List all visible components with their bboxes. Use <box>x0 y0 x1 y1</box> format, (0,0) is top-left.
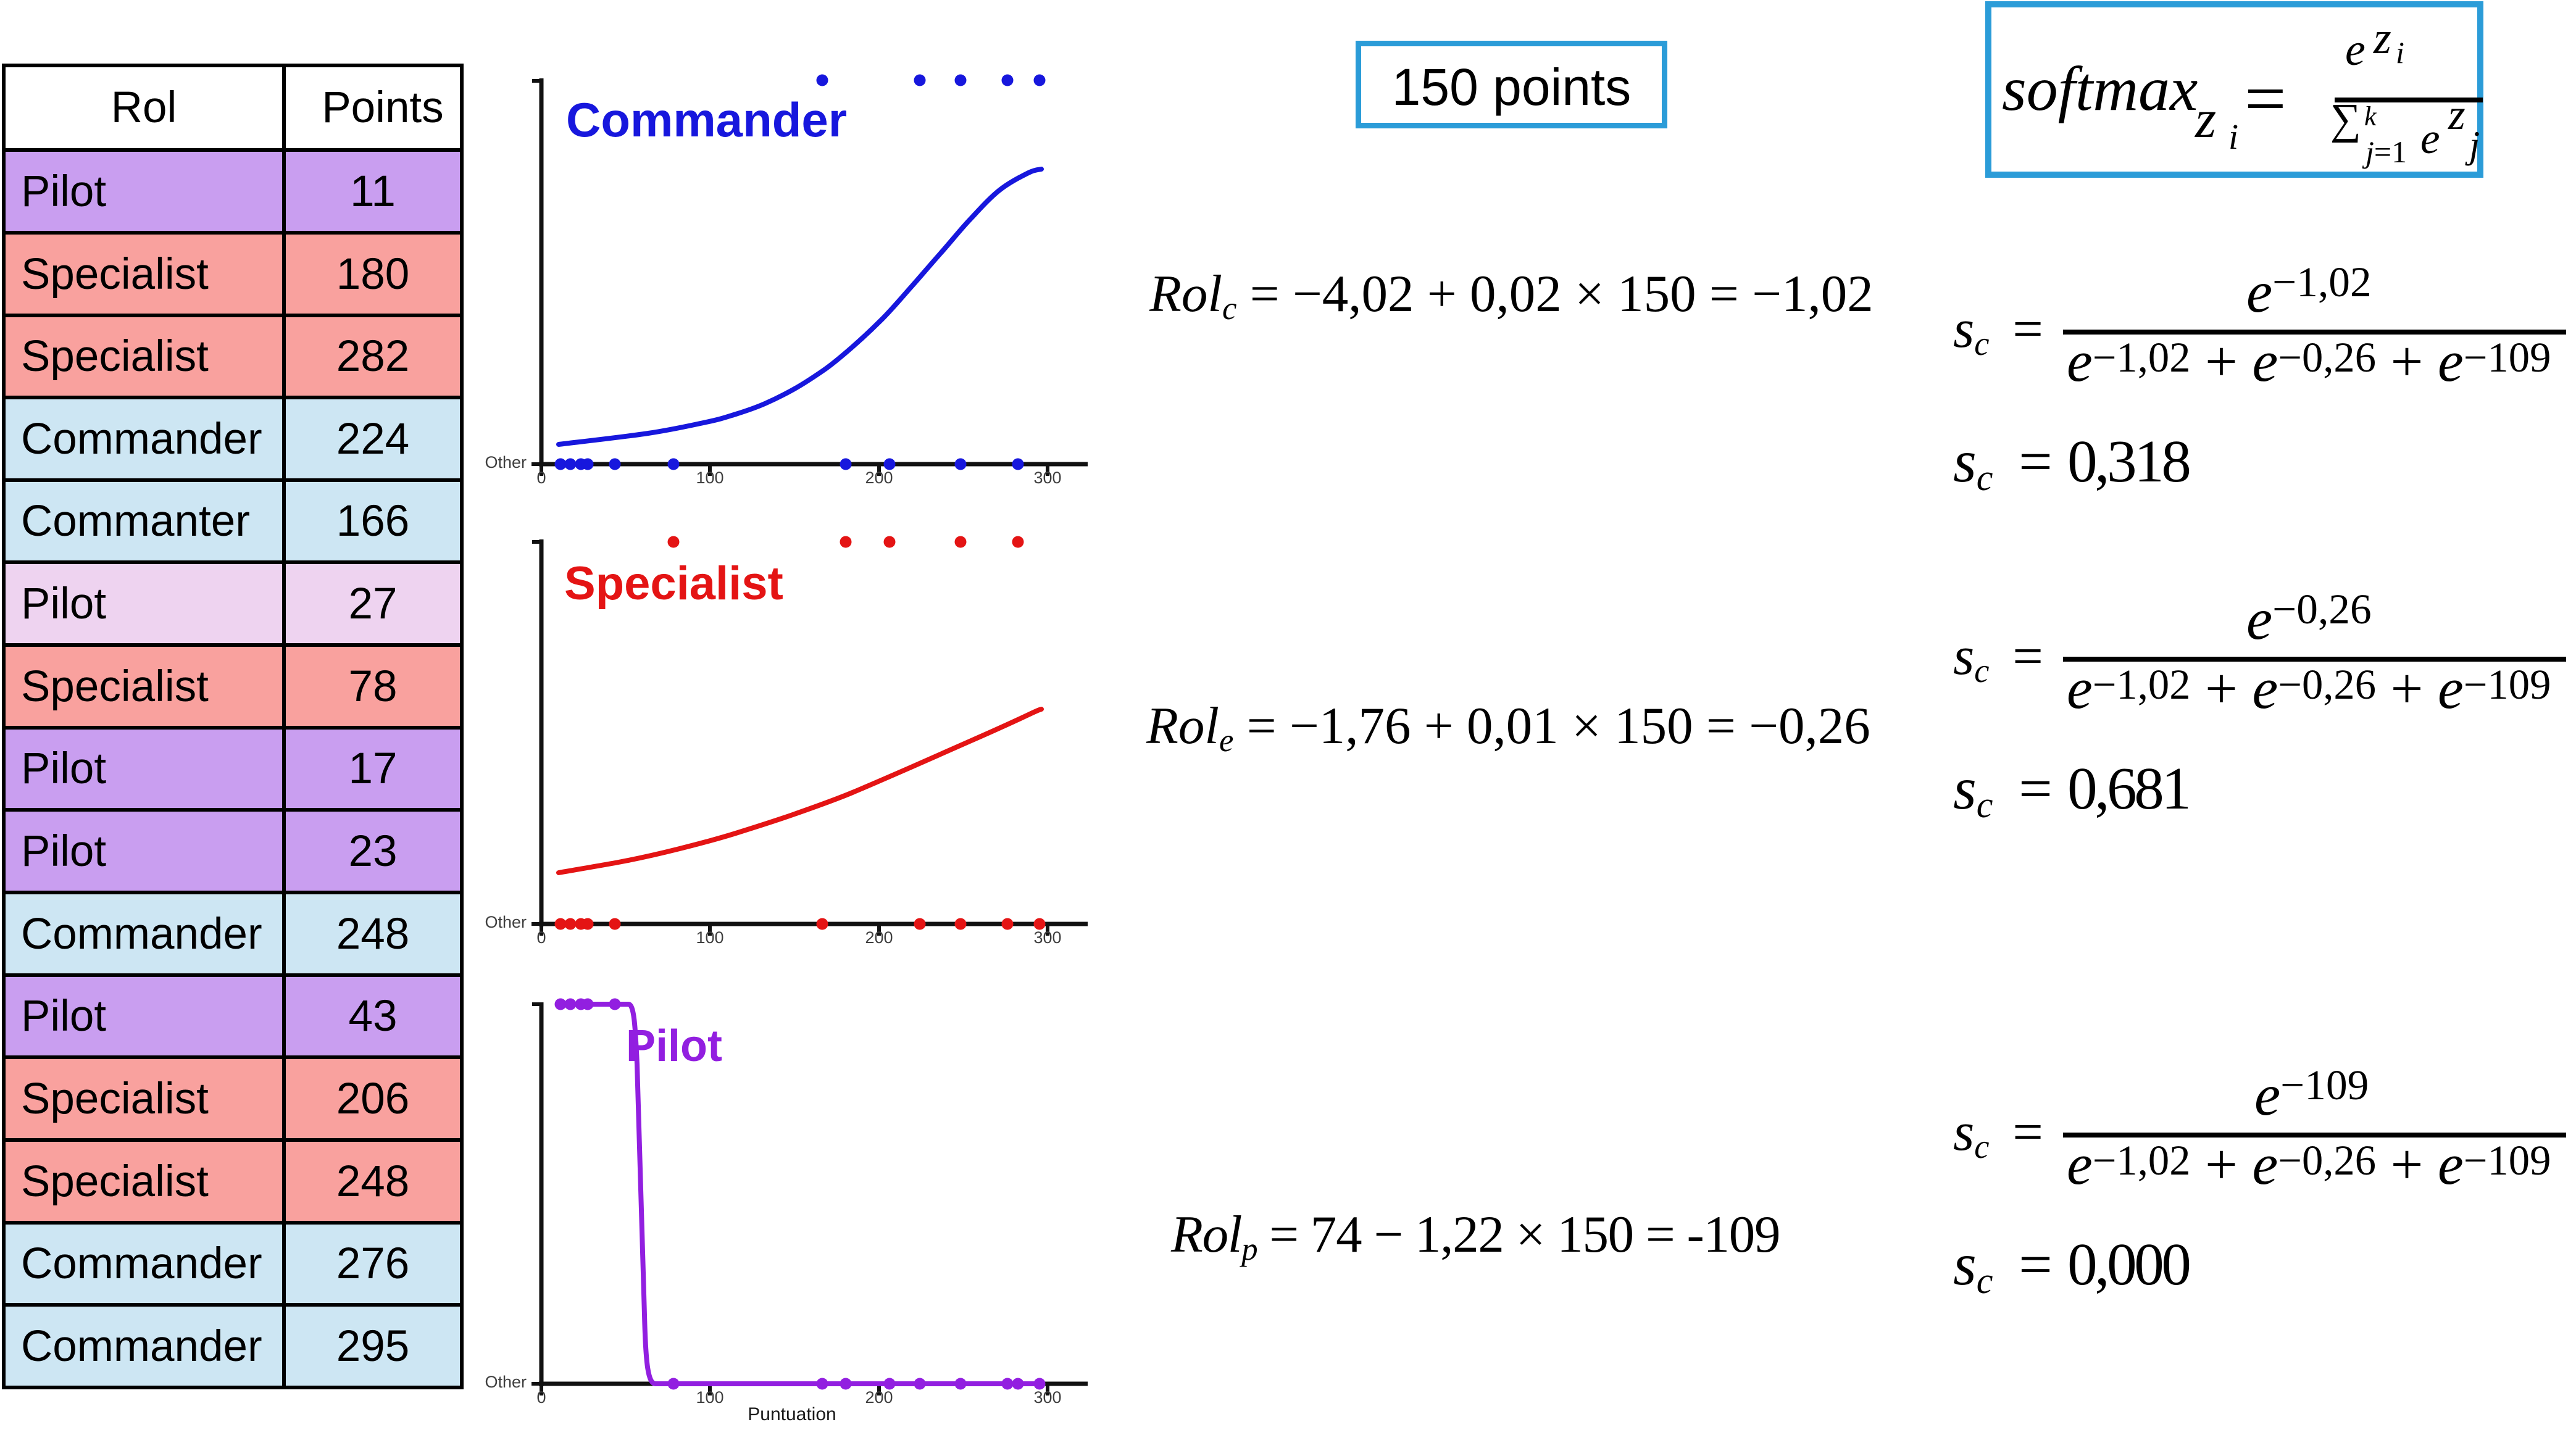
svg-text:Specialist: Specialist <box>564 557 783 610</box>
svg-text:200: 200 <box>865 468 893 487</box>
svg-text:Pilot: Pilot <box>626 1021 722 1071</box>
svg-text:Other: Other <box>485 453 527 472</box>
svg-text:100: 100 <box>696 1388 723 1407</box>
svg-text:100: 100 <box>696 928 723 947</box>
svg-text:0: 0 <box>536 1388 546 1407</box>
svg-text:0: 0 <box>536 468 546 487</box>
svg-text:100: 100 <box>696 468 723 487</box>
svg-text:Other: Other <box>485 913 527 931</box>
svg-text:300: 300 <box>1033 1388 1061 1407</box>
svg-text:Other: Other <box>485 1373 527 1391</box>
svg-text:300: 300 <box>1033 468 1061 487</box>
svg-text:200: 200 <box>865 928 893 947</box>
svg-text:Commander: Commander <box>566 93 847 147</box>
svg-text:Puntuation: Puntuation <box>748 1404 836 1425</box>
svg-text:200: 200 <box>865 1388 893 1407</box>
svg-text:300: 300 <box>1033 928 1061 947</box>
svg-text:0: 0 <box>536 928 546 947</box>
